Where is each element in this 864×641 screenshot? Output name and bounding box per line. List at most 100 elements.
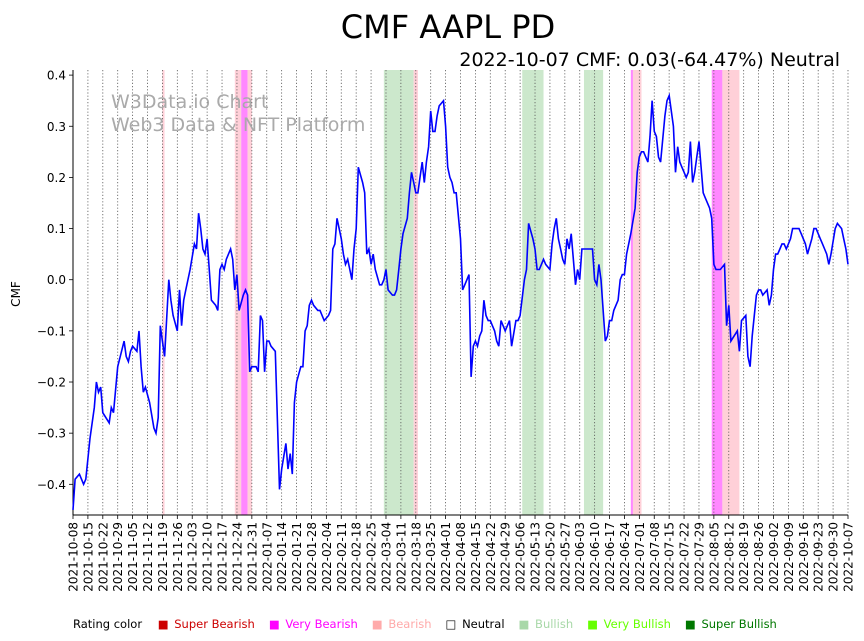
- x-tick-label: 2022-01-28: [305, 522, 319, 592]
- y-tick-label: −0.1: [37, 324, 66, 338]
- chart-subtitle: 2022-10-07 CMF: 0.03(-64.47%) Neutral: [459, 49, 840, 71]
- x-tick-label: 2022-05-20: [543, 522, 557, 592]
- x-tick-label: 2022-02-11: [335, 522, 349, 592]
- x-tick-label: 2022-05-13: [529, 522, 543, 592]
- x-tick-label: 2022-01-07: [260, 522, 274, 592]
- x-tick-label: 2022-03-11: [394, 522, 408, 592]
- legend-item-super-bearish: ■ Super Bearish: [158, 617, 257, 631]
- x-tick-label: 2021-12-31: [245, 522, 259, 592]
- legend-item-label: Super Bearish: [170, 617, 255, 631]
- x-tick-label: 2022-08-19: [737, 522, 751, 592]
- x-tick-label: 2021-10-29: [111, 522, 125, 592]
- y-tick-label: 0.1: [47, 222, 66, 236]
- x-tick-label: 2021-10-15: [81, 522, 95, 592]
- y-tick-label: 0.3: [47, 120, 66, 134]
- rating-band-bullish: [583, 70, 591, 515]
- x-tick-label: 2022-06-03: [573, 522, 587, 592]
- x-tick-label: 2022-04-29: [499, 522, 513, 592]
- y-axis-label: CMF: [9, 281, 23, 307]
- legend-item-very-bearish: ■ Very Bearish: [269, 617, 360, 631]
- x-tick-label: 2022-06-24: [618, 522, 632, 592]
- x-tick-label: 2022-08-05: [707, 522, 721, 592]
- x-tick-label: 2022-01-14: [275, 522, 289, 592]
- x-tick-label: 2021-11-12: [141, 522, 155, 592]
- x-tick-label: 2022-04-01: [439, 522, 453, 592]
- x-tick-label: 2022-09-23: [812, 522, 826, 592]
- x-tick-label: 2022-05-06: [514, 522, 528, 592]
- x-tick-label: 2022-09-02: [767, 522, 781, 592]
- legend-item-label: Very Bearish: [281, 617, 358, 631]
- x-tick-label: 2022-10-07: [842, 522, 856, 592]
- x-tick-label: 2022-08-26: [752, 522, 766, 592]
- x-tick-label: 2022-05-27: [558, 522, 572, 592]
- rating-legend: Rating color ■ Super Bearish ■ Very Beari…: [73, 617, 783, 631]
- rating-band-very-bearish: [630, 70, 633, 515]
- legend-item-neutral: □ Neutral: [446, 617, 507, 631]
- legend-swatch: ■: [587, 617, 598, 631]
- x-tick-label: 2022-01-21: [290, 522, 304, 592]
- y-tick-label: −0.2: [37, 376, 66, 390]
- rating-band-bearish: [722, 70, 740, 515]
- rating-bands: [162, 70, 740, 515]
- legend-item-label: Bearish: [384, 617, 432, 631]
- x-tick-label: 2022-08-12: [722, 522, 736, 592]
- x-tick-label: 2022-02-25: [365, 522, 379, 592]
- x-tick-label: 2022-06-10: [588, 522, 602, 592]
- x-tick-label: 2022-04-22: [484, 522, 498, 592]
- x-tick-label: 2022-07-29: [692, 522, 706, 592]
- legend-item-label: Neutral: [458, 617, 505, 631]
- rating-band-bullish: [522, 70, 544, 515]
- legend-item-bullish: ■ Bullish: [519, 617, 576, 631]
- x-tick-label: 2021-12-17: [216, 522, 230, 592]
- x-ticks: 2021-10-08 2021-10-15 2021-10-22 2021-10-29…: [67, 515, 856, 592]
- x-tick-label: 2022-09-30: [827, 522, 841, 592]
- x-tick-label: 2022-07-01: [633, 522, 647, 592]
- y-tick-label: 0.0: [47, 273, 66, 287]
- x-tick-label: 2022-06-17: [603, 522, 617, 592]
- legend-item-label: Very Bullish: [599, 617, 671, 631]
- watermark-line-2: Web3 Data & NFT Platform: [111, 114, 365, 136]
- chart-title: CMF AAPL PD: [341, 8, 555, 46]
- legend-swatch: ■: [518, 617, 530, 631]
- legend-label: Rating color: [73, 617, 143, 631]
- x-tick-label: 2022-07-08: [648, 522, 662, 592]
- x-tick-label: 2022-02-18: [350, 522, 364, 592]
- x-tick-label: 2022-09-16: [797, 522, 811, 592]
- x-tick-label: 2022-03-04: [379, 522, 393, 592]
- x-tick-label: 2022-04-15: [469, 522, 483, 592]
- legend-item-label: Super Bullish: [697, 617, 777, 631]
- x-tick-label: 2021-11-05: [126, 522, 140, 592]
- legend-swatch: □: [445, 617, 457, 631]
- x-tick-label: 2021-12-03: [186, 522, 200, 592]
- watermark-line-1: W3Data.io Chart: [111, 91, 268, 113]
- x-tick-label: 2022-03-18: [409, 522, 423, 592]
- legend-item-bearish: ■ Bearish: [372, 617, 434, 631]
- rating-band-bullish: [590, 70, 604, 515]
- legend-swatch: ■: [268, 617, 280, 631]
- y-ticks: −0.4 −0.3 −0.2 −0.1 0.0 0.1 0.2 0.3 0.4: [37, 69, 73, 492]
- x-tick-label: 2022-03-25: [424, 522, 438, 592]
- rating-band-bearish: [413, 70, 418, 515]
- y-tick-label: 0.2: [47, 171, 66, 185]
- x-tick-label: 2021-10-22: [96, 522, 110, 592]
- y-tick-label: 0.4: [47, 69, 66, 83]
- x-tick-label: 2021-11-19: [156, 522, 170, 592]
- x-tick-label: 2022-09-09: [782, 522, 796, 592]
- x-tick-label: 2021-12-24: [230, 522, 244, 592]
- rating-band-bearish: [162, 70, 165, 515]
- x-tick-label: 2021-10-08: [67, 522, 81, 592]
- x-tick-label: 2022-07-22: [678, 522, 692, 592]
- cmf-series-line: [72, 92, 849, 510]
- x-tick-label: 2022-07-15: [663, 522, 677, 592]
- x-tick-label: 2022-02-04: [320, 522, 334, 592]
- y-tick-label: −0.3: [37, 427, 66, 441]
- rating-band-bullish: [383, 70, 414, 515]
- vertical-grid: [72, 70, 849, 515]
- legend-swatch: ■: [371, 617, 383, 631]
- rating-band-bearish: [247, 70, 252, 515]
- legend-item-super-bullish: ■ Super Bullish: [685, 617, 779, 631]
- rating-band-very-bearish: [711, 70, 723, 515]
- rating-band-bearish: [632, 70, 642, 515]
- x-tick-label: 2021-12-10: [201, 522, 215, 592]
